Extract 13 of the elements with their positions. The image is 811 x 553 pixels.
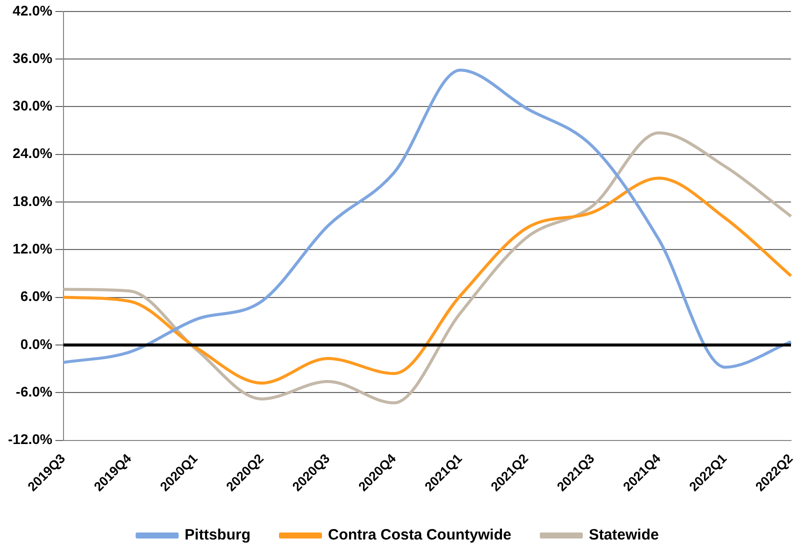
legend-label: Pittsburg bbox=[184, 526, 250, 544]
y-tick-label: 12.0% bbox=[12, 240, 53, 257]
y-tick-label: 24.0% bbox=[12, 145, 53, 162]
y-tick-label: -12.0% bbox=[8, 431, 53, 448]
y-tick-label: 0.0% bbox=[20, 336, 53, 352]
legend-label: Contra Costa Countywide bbox=[328, 526, 512, 544]
y-tick-label: 42.0% bbox=[12, 2, 53, 18]
y-tick-label: -6.0% bbox=[16, 383, 53, 400]
y-tick-label: 18.0% bbox=[12, 192, 53, 209]
y-tick-label: 30.0% bbox=[12, 98, 53, 114]
y-tick-label: 36.0% bbox=[12, 50, 53, 66]
y-tick-label: 6.0% bbox=[20, 288, 53, 304]
legend-label: Statewide bbox=[588, 526, 659, 544]
